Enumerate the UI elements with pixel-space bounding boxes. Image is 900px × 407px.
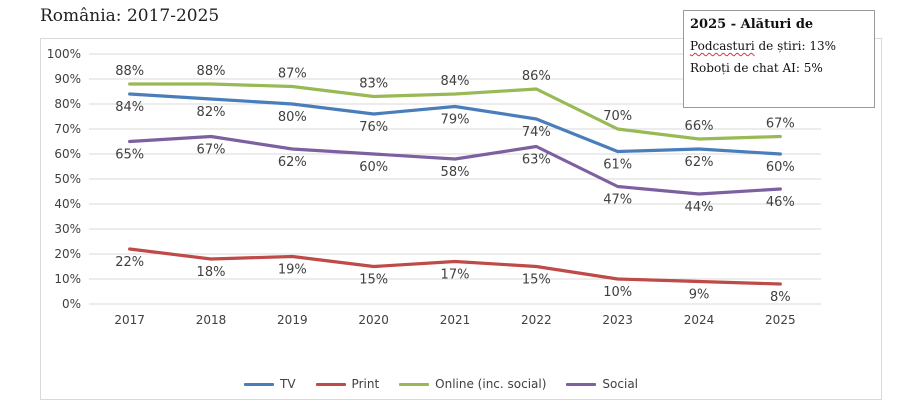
series-line-tv — [128, 92, 782, 156]
note-line-podcasts-label: Podcasturi — [690, 39, 755, 53]
data-label-social: 46% — [766, 195, 795, 210]
x-tick-label: 2018 — [196, 313, 227, 327]
data-label-social: 62% — [278, 155, 307, 170]
legend-item: Social — [566, 377, 638, 391]
legend-item: TV — [244, 377, 296, 391]
data-label-print: 9% — [689, 288, 710, 303]
y-tick-label: 70% — [54, 122, 81, 136]
legend-label: Print — [351, 377, 380, 391]
data-label-online-inc-social: 87% — [278, 67, 307, 82]
legend-item: Print — [315, 377, 380, 391]
data-label-print: 17% — [441, 268, 470, 283]
data-label-print: 22% — [115, 255, 144, 270]
legend-swatch — [244, 382, 274, 386]
y-tick-label: 60% — [54, 147, 81, 161]
data-label-print: 15% — [522, 273, 551, 288]
data-label-social: 58% — [441, 165, 470, 180]
data-label-online-inc-social: 83% — [359, 77, 388, 92]
line-chart: 0% 10% 20% 30% 40% 50% 60% 70% 80% 90% 100% 2017 201… — [47, 47, 821, 327]
data-label-online-inc-social: 70% — [603, 109, 632, 124]
data-label-print: 8% — [770, 290, 791, 305]
data-label-tv: 62% — [685, 155, 714, 170]
data-label-online-inc-social: 67% — [766, 117, 795, 132]
data-label-online-inc-social: 88% — [115, 64, 144, 79]
x-tick-label: 2025 — [765, 313, 796, 327]
page-title: România: 2017-2025 — [40, 6, 220, 26]
data-label-social: 67% — [197, 143, 226, 158]
data-label-social: 47% — [603, 193, 632, 208]
x-tick-label: 2021 — [440, 313, 471, 327]
data-label-online-inc-social: 84% — [441, 74, 470, 89]
legend-label: Online (inc. social) — [435, 377, 547, 391]
legend-label: Social — [602, 377, 638, 391]
y-tick-label: 80% — [54, 97, 81, 111]
data-label-tv: 80% — [278, 110, 307, 125]
y-tick-label: 10% — [54, 272, 81, 286]
x-tick-label: 2020 — [358, 313, 389, 327]
note-title: 2025 - Alături de — [690, 17, 814, 32]
note-line-podcasts-text: de știri: 13% — [754, 39, 836, 53]
x-tick-label: 2022 — [521, 313, 552, 327]
y-tick-label: 90% — [54, 72, 81, 86]
y-tick-label: 20% — [54, 247, 81, 261]
y-tick-label: 40% — [54, 197, 81, 211]
data-label-social: 44% — [685, 200, 714, 215]
data-label-social: 63% — [522, 153, 551, 168]
note-line-chatbots: Roboți de chat AI: 5% — [690, 61, 823, 75]
y-tick-label: 30% — [54, 222, 81, 236]
data-label-tv: 60% — [766, 160, 795, 175]
legend-swatch — [315, 382, 346, 386]
data-label-print: 19% — [278, 263, 307, 278]
data-label-online-inc-social: 66% — [685, 119, 714, 134]
data-label-tv: 74% — [522, 125, 551, 140]
x-tick-label: 2024 — [684, 313, 715, 327]
data-label-online-inc-social: 88% — [197, 64, 226, 79]
chart-legend: TV Print Online (inc. social) Social — [244, 375, 638, 393]
data-label-tv: 61% — [603, 158, 632, 173]
note-box: 2025 - Alături de Podcasturi de știri: 1… — [683, 10, 875, 108]
data-label-tv: 84% — [115, 100, 144, 115]
x-tick-label: 2017 — [114, 313, 145, 327]
y-tick-label: 0% — [62, 297, 81, 311]
note-line-podcasts: Podcasturi de știri: 13% — [690, 35, 868, 57]
data-label-tv: 76% — [359, 120, 388, 135]
series-line-social — [128, 134, 782, 196]
data-label-print: 18% — [197, 265, 226, 280]
data-label-tv: 79% — [441, 113, 470, 128]
data-label-social: 65% — [115, 148, 144, 163]
data-label-print: 15% — [359, 273, 388, 288]
series-line-online-inc-social — [128, 82, 782, 141]
y-tick-label: 100% — [47, 47, 81, 61]
legend-swatch — [399, 382, 430, 386]
legend-label: TV — [280, 377, 296, 391]
data-label-print: 10% — [603, 285, 632, 300]
legend-swatch — [566, 382, 597, 386]
data-label-tv: 82% — [197, 105, 226, 120]
x-tick-label: 2023 — [602, 313, 633, 327]
series-line-print — [128, 247, 782, 286]
data-label-online-inc-social: 86% — [522, 69, 551, 84]
data-label-social: 60% — [359, 160, 388, 175]
x-tick-label: 2019 — [277, 313, 308, 327]
legend-item: Online (inc. social) — [399, 377, 546, 391]
y-tick-label: 50% — [54, 172, 81, 186]
